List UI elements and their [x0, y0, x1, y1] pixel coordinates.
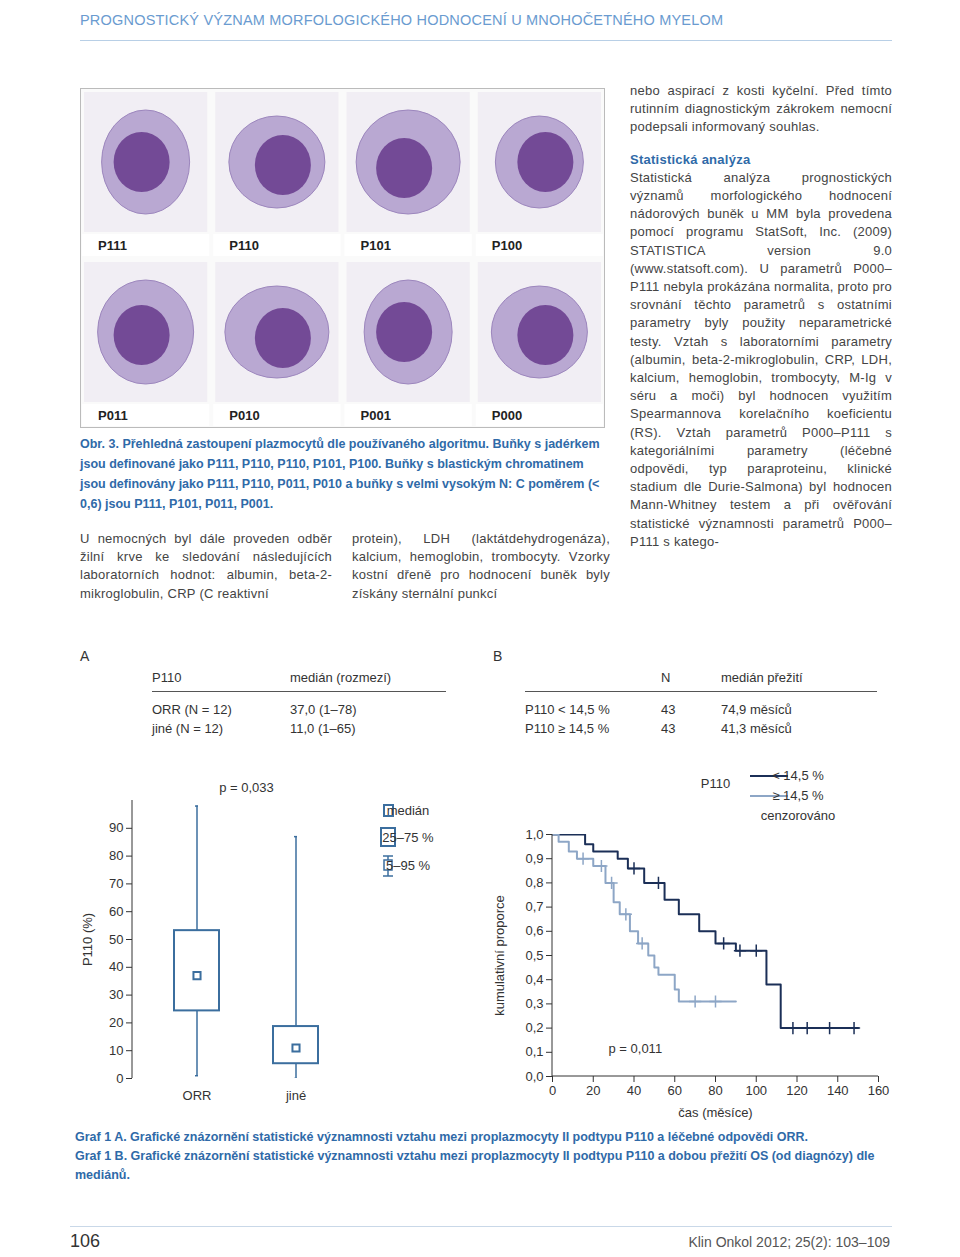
svg-text:40: 40	[627, 1083, 641, 1098]
html-text:protein), LDH (laktátdehydroge: protein), LDH (laktátdehydrogenáza), kal…	[352, 531, 610, 601]
svg-text:0,3: 0,3	[525, 996, 543, 1011]
svg-text:20: 20	[109, 1015, 123, 1030]
svg-text:0,4: 0,4	[525, 972, 543, 987]
svg-text:90: 90	[109, 820, 123, 835]
html-text:37,0 (1–78): 37,0 (1–78)	[290, 702, 357, 717]
html-text:Klin Onkol 2012; 25(2): 103–10: Klin Onkol 2012; 25(2): 103–109	[688, 1234, 890, 1250]
svg-text:P110: P110	[701, 776, 730, 791]
svg-text:80: 80	[708, 1083, 722, 1098]
html-text:A: A	[80, 648, 90, 664]
html-text:P110 < 14,5 %: P110 < 14,5 %	[525, 702, 610, 717]
svg-text:medián: medián	[387, 803, 430, 818]
html-text:PROGNOSTICKÝ VÝZNAM MORFOLOGIC: PROGNOSTICKÝ VÝZNAM MORFOLOGICKÉHO HODNO…	[80, 12, 724, 28]
html-text:N: N	[661, 670, 671, 685]
svg-text:25–75 %: 25–75 %	[382, 830, 434, 845]
html-text:U nemocných byl dále proveden: U nemocných byl dále proveden odběr žiln…	[80, 531, 332, 601]
html-text:41,3 měsíců: 41,3 měsíců	[721, 721, 792, 736]
html-text:P110: P110	[152, 670, 182, 685]
svg-text:P000: P000	[492, 408, 522, 423]
svg-text:80: 80	[109, 848, 123, 863]
svg-text:50: 50	[109, 932, 123, 947]
svg-text:0,1: 0,1	[525, 1044, 543, 1059]
svg-text:1,0: 1,0	[525, 827, 543, 842]
svg-text:< 14,5 %: < 14,5 %	[772, 768, 824, 783]
svg-text:10: 10	[109, 1043, 123, 1058]
svg-text:0,5: 0,5	[525, 948, 543, 963]
html-text:Graf 1 B. Grafické znázornění: Graf 1 B. Grafické znázornění statistick…	[75, 1149, 875, 1182]
html-text:106: 106	[70, 1231, 100, 1251]
svg-text:0,6: 0,6	[525, 923, 543, 938]
svg-text:30: 30	[109, 987, 123, 1002]
svg-text:60: 60	[109, 904, 123, 919]
svg-text:100: 100	[745, 1083, 767, 1098]
html-text:jiné (N = 12): jiné (N = 12)	[152, 721, 224, 736]
svg-text:0: 0	[549, 1083, 556, 1098]
svg-text:0,2: 0,2	[525, 1020, 543, 1035]
svg-text:P001: P001	[361, 408, 391, 423]
svg-text:140: 140	[827, 1083, 849, 1098]
svg-text:0,8: 0,8	[525, 875, 543, 890]
html-text:43: 43	[661, 721, 676, 736]
svg-text:p = 0,011: p = 0,011	[609, 1041, 663, 1056]
html-text:Obr. 3. Přehledná zastoupení p: Obr. 3. Přehledná zastoupení plazmocytů …	[80, 437, 600, 511]
svg-text:cenzorováno: cenzorováno	[761, 808, 835, 823]
svg-text:0,9: 0,9	[525, 851, 543, 866]
html-text:43: 43	[661, 702, 676, 717]
svg-text:P010: P010	[229, 408, 259, 423]
svg-text:20: 20	[586, 1083, 600, 1098]
svg-text:120: 120	[786, 1083, 808, 1098]
html-text:Statistická analýza prognostic: Statistická analýza prognostických význa…	[630, 169, 892, 549]
svg-text:60: 60	[668, 1083, 682, 1098]
svg-text:0,7: 0,7	[525, 899, 543, 914]
svg-text:160: 160	[868, 1083, 890, 1098]
html-text:P110 ≥ 14,5 %: P110 ≥ 14,5 %	[525, 721, 610, 736]
html-text:medián (rozmezí): medián (rozmezí)	[290, 670, 392, 685]
svg-text:0: 0	[116, 1071, 123, 1086]
svg-text:70: 70	[109, 876, 123, 891]
html-text:74,9 měsíců: 74,9 měsíců	[721, 702, 792, 717]
svg-text:čas (měsíce): čas (měsíce)	[678, 1105, 752, 1120]
svg-text:jiné: jiné	[285, 1088, 306, 1103]
svg-text:40: 40	[109, 959, 123, 974]
html-text:medián přežití: medián přežití	[721, 670, 803, 685]
html-text:ORR (N = 12): ORR (N = 12)	[152, 702, 232, 717]
svg-text:P101: P101	[361, 238, 391, 253]
svg-text:5–95 %: 5–95 %	[386, 858, 431, 873]
svg-text:P011: P011	[98, 408, 128, 423]
svg-text:P110 (%): P110 (%)	[80, 913, 95, 966]
svg-text:P111: P111	[98, 238, 127, 253]
html-text:B: B	[493, 648, 503, 664]
svg-text:kumulativní proporce: kumulativní proporce	[492, 895, 507, 1016]
html-text:nebo aspirací z kosti kyčelní.: nebo aspirací z kosti kyčelní. Před tímt…	[630, 83, 892, 135]
svg-text:≥ 14,5 %: ≥ 14,5 %	[772, 788, 824, 803]
svg-text:p = 0,033: p = 0,033	[219, 780, 274, 795]
svg-text:P100: P100	[492, 238, 522, 253]
svg-text:0,0: 0,0	[525, 1069, 543, 1084]
html-text:11,0 (1–65): 11,0 (1–65)	[290, 721, 356, 736]
html-text:Statistická analýza: Statistická analýza	[630, 151, 751, 167]
html-text:Graf 1 A. Grafické znázornění: Graf 1 A. Grafické znázornění statistick…	[75, 1130, 809, 1144]
svg-text:ORR: ORR	[183, 1088, 212, 1103]
svg-text:P110: P110	[229, 238, 259, 253]
